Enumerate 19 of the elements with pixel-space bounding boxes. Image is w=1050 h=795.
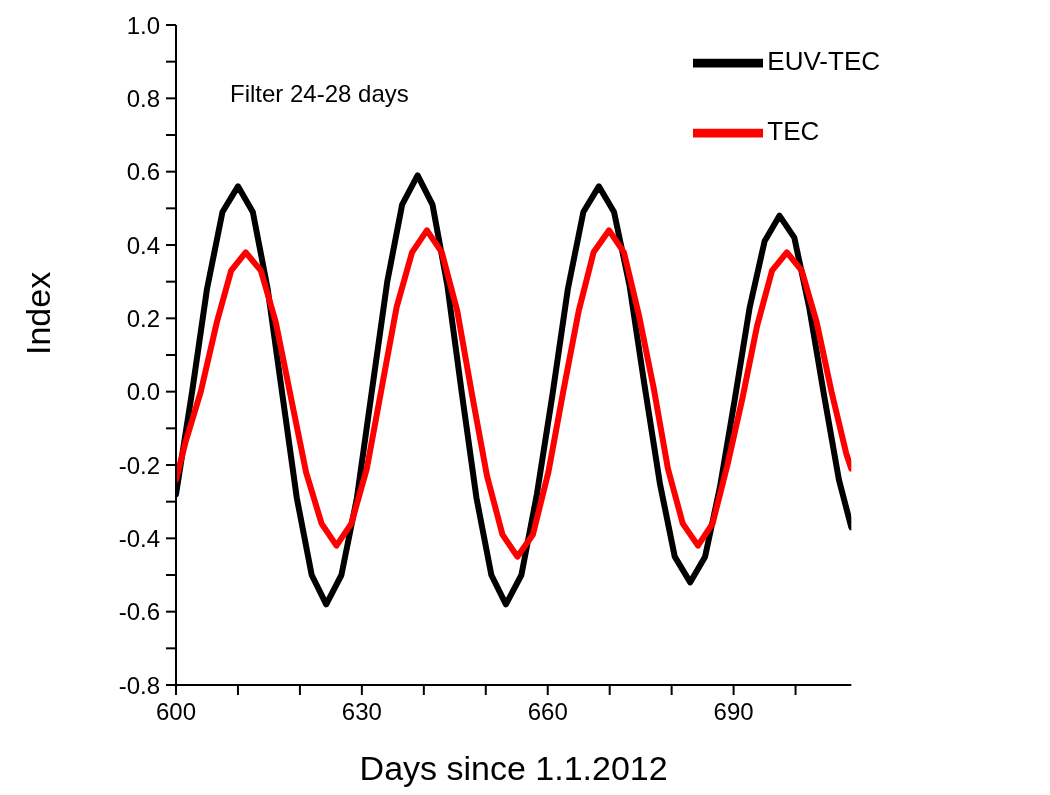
x-tick-label: 660 [527,698,568,726]
annotation: Filter 24-28 days [230,80,409,108]
y-tick-label: -0.6 [118,598,160,626]
y-tick-label: -0.4 [118,524,160,552]
x-tick-label: 690 [713,698,754,726]
legend-label: TEC [767,115,820,146]
x-tick-label: 630 [341,698,382,726]
y-tick-label: 0.0 [126,378,160,406]
y-tick-label: 0.4 [126,231,160,259]
y-tick-label: -0.8 [118,671,160,699]
x-tick-label: 600 [155,698,197,726]
y-tick-label: 0.8 [126,84,160,112]
y-tick-label: 1.0 [126,11,160,39]
legend-label: EUV-TEC [767,45,880,76]
y-tick-label: 0.2 [126,304,160,332]
x-axis-title: Days since 1.1.2012 [359,749,668,787]
y-axis-title: Index [19,271,58,355]
y-tick-label: 0.6 [126,158,160,186]
y-tick-label: -0.2 [118,451,160,479]
